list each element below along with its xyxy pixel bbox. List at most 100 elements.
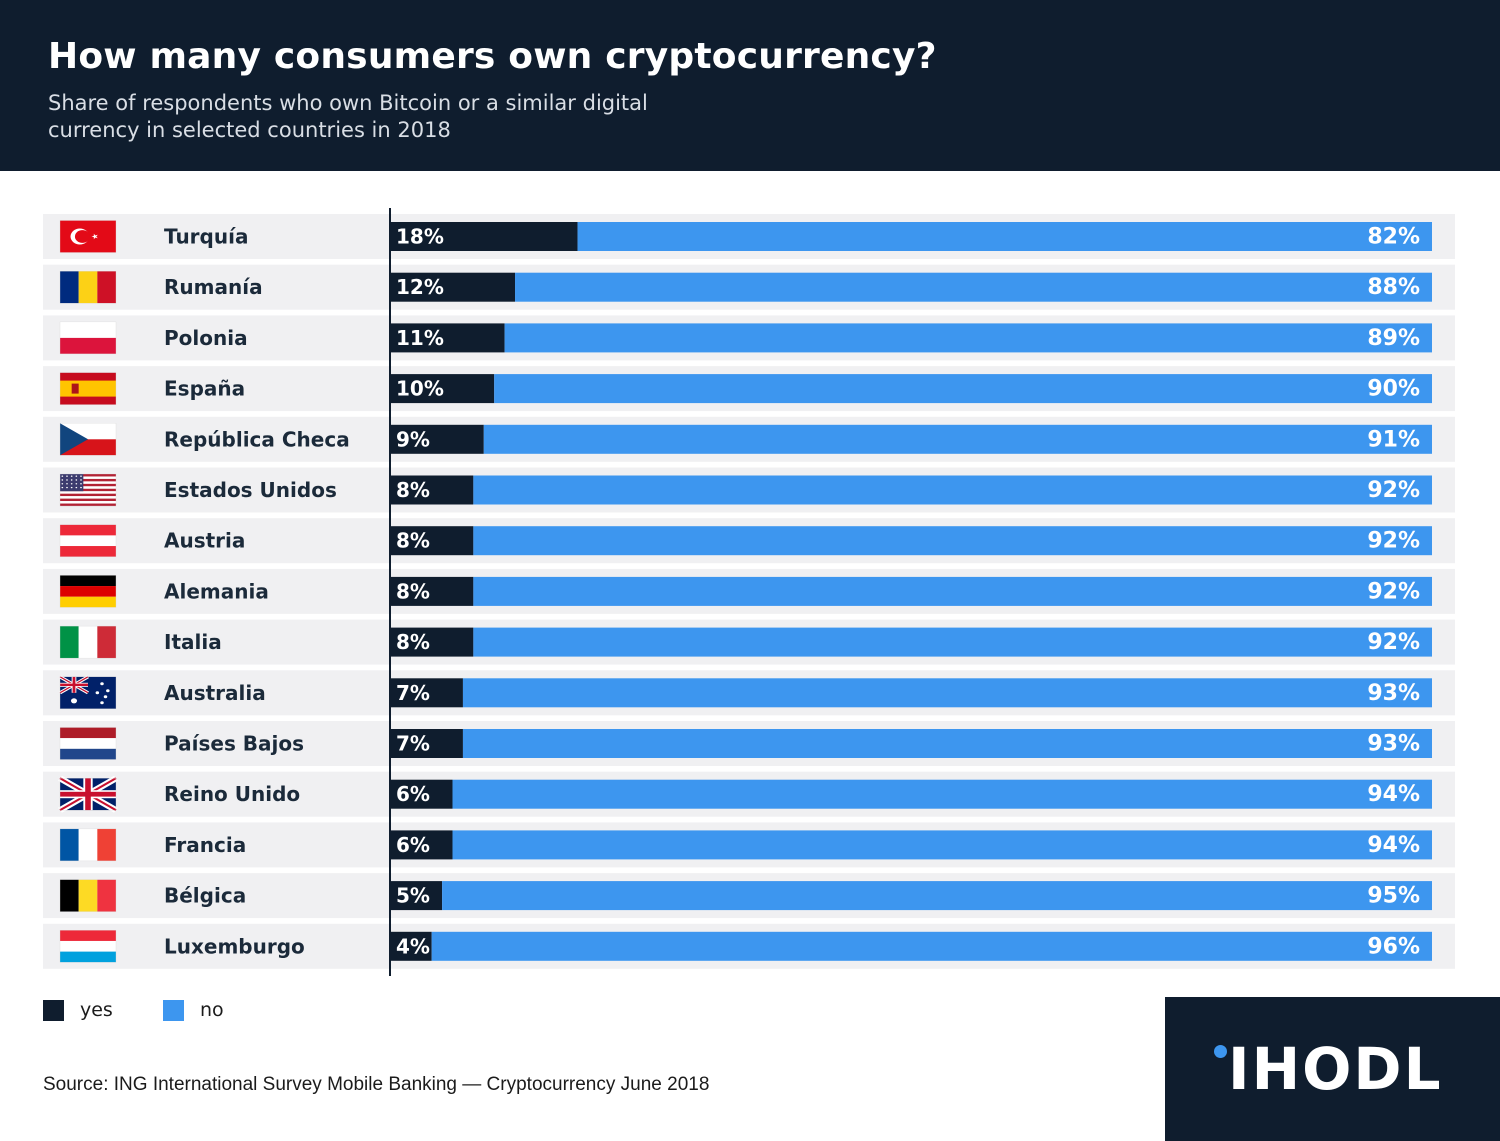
bar-yes [390,931,432,961]
country-label: España [164,377,245,401]
legend-swatch-no [163,999,184,1021]
bar-yes [390,424,484,454]
source-note: Source: ING International Survey Mobile … [43,1074,710,1095]
legend-swatch-yes [43,999,64,1021]
bar-no [473,627,1432,657]
bar-yes [390,729,463,758]
header-banner: How many consumers own cryptocurrency? S… [0,0,1500,171]
legend-item-no: no [163,998,224,1022]
bar-no [473,475,1432,505]
chart-subtitle: Share of respondents who own Bitcoin or … [48,91,648,142]
legend-label-no: no [200,999,224,1021]
bar-yes [390,272,516,302]
data-label-yes: 7% [396,681,430,705]
spain-flag-icon [59,372,117,405]
data-label-yes: 8% [396,579,430,603]
bar-yes [390,627,474,657]
bar-no [483,424,1432,454]
uk-flag-icon [58,775,118,813]
bar-no [452,830,1432,860]
data-label-yes: 4% [396,934,430,958]
bar-no [473,576,1432,606]
data-label-yes: 7% [396,732,430,756]
bar-yes [390,475,474,505]
usa-flag-icon [59,473,117,507]
country-label: República Checa [164,427,350,451]
data-label-yes: 18% [396,225,444,249]
country-label: Francia [164,833,246,857]
country-label: Italia [164,630,222,654]
italy-flag-icon [59,625,117,659]
country-label: Alemania [164,579,269,603]
data-label-no: 93% [1367,681,1420,706]
data-label-no: 82% [1367,225,1420,250]
country-label: Austria [164,529,245,553]
data-label-no: 92% [1367,529,1420,554]
country-label: Países Bajos [164,732,304,756]
france-flag-icon [59,828,117,862]
data-label-no: 94% [1367,833,1420,858]
data-label-no: 94% [1367,782,1420,807]
australia-flag-icon [58,675,117,709]
country-label: Polonia [164,326,248,350]
data-label-yes: 6% [396,833,430,857]
bar-yes [390,779,453,809]
bar-yes [390,576,474,606]
data-label-no: 88% [1367,275,1420,300]
data-label-yes: 6% [396,782,430,806]
bar-yes [390,323,505,353]
data-label-no: 91% [1367,427,1420,452]
country-label: Reino Unido [164,782,300,806]
bar-yes [390,881,443,911]
bar-no [494,374,1432,404]
data-label-no: 92% [1367,579,1420,604]
data-label-yes: 11% [396,326,444,350]
data-label-no: 95% [1367,884,1420,909]
data-label-no: 89% [1367,326,1420,351]
data-label-yes: 12% [396,275,444,299]
bar-no [504,323,1432,353]
luxembourg-flag-icon [59,930,117,963]
belgium-flag-icon [59,879,117,912]
bar-yes [390,374,495,404]
bar-no [442,881,1433,911]
bar-yes [390,678,463,708]
bar-yes [390,222,578,251]
data-label-yes: 10% [396,377,444,401]
country-label: Luxemburgo [164,934,305,958]
chart-title: How many consumers own cryptocurrency? [48,36,937,77]
netherlands-flag-icon [59,727,117,760]
bar-no [577,222,1432,251]
romania-flag-icon [59,271,117,304]
data-label-yes: 9% [396,427,430,451]
bar-yes [390,830,453,860]
data-label-yes: 8% [396,630,430,654]
data-label-no: 92% [1367,630,1420,655]
turkey-flag-icon [59,220,117,253]
poland-flag-icon [59,321,117,355]
bar-no [462,678,1432,708]
bar-no [462,729,1432,758]
brand-logo: IHODL [1228,1035,1443,1103]
data-label-yes: 8% [396,529,430,553]
bar-no [473,526,1432,556]
bar-no [431,931,1432,961]
czech-flag-icon [59,423,117,456]
country-label: Estados Unidos [164,478,337,502]
austria-flag-icon [59,524,117,557]
bar-yes [390,526,474,556]
brand-logo-box [1165,997,1500,1141]
germany-flag-icon [59,575,117,608]
country-label: Bélgica [164,884,246,908]
country-label: Australia [164,681,266,705]
country-label: Turquía [164,225,248,249]
data-label-no: 92% [1367,478,1420,503]
data-label-no: 96% [1367,934,1420,959]
brand-logo-dot [1214,1045,1227,1058]
data-label-yes: 5% [396,884,430,908]
data-label-yes: 8% [396,478,430,502]
data-label-no: 93% [1367,732,1420,757]
bar-no [515,272,1432,302]
legend-label-yes: yes [80,999,113,1021]
